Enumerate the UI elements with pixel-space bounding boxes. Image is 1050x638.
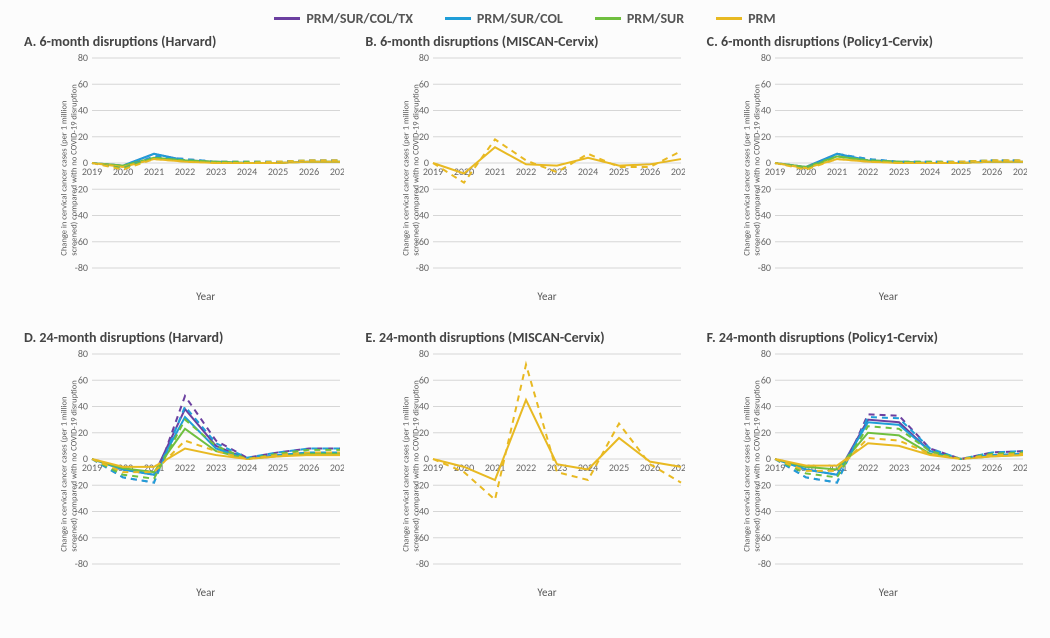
- legend-swatch: [595, 17, 621, 20]
- chart-wrap: Change in cervical cancer cases (per 1 m…: [62, 52, 349, 288]
- panel-title: F. 24-month disruptions (Policy1-Cervix): [707, 329, 1032, 346]
- legend-swatch: [274, 17, 300, 20]
- legend-label: PRM: [748, 10, 776, 27]
- panel-title: C. 6-month disruptions (Policy1-Cervix): [707, 33, 1032, 50]
- y-axis-label: Change in cervical cancer cases (per 1 m…: [397, 52, 425, 288]
- x-tick-label: 2024: [237, 461, 257, 474]
- x-tick-label: 2019: [423, 461, 443, 474]
- chart-svg: -80-60-40-200204060802019202020212022202…: [62, 52, 344, 288]
- x-tick-label: 2027: [1013, 165, 1027, 178]
- legend: PRM/SUR/COL/TX PRM/SUR/COL PRM/SUR PRM: [18, 10, 1032, 27]
- x-tick-label: 2023: [206, 165, 226, 178]
- x-tick-label: 2025: [268, 165, 288, 178]
- y-axis-label: Change in cervical cancer cases (per 1 m…: [56, 52, 84, 288]
- legend-item: PRM/SUR/COL/TX: [274, 10, 413, 27]
- legend-item: PRM/SUR: [595, 10, 684, 27]
- x-tick-label: 2027: [671, 165, 685, 178]
- y-axis-label: Change in cervical cancer cases (per 1 m…: [397, 348, 425, 584]
- x-tick-label: 2026: [299, 461, 319, 474]
- chart-wrap: Change in cervical cancer cases (per 1 m…: [745, 52, 1032, 288]
- x-axis-label: Year: [745, 290, 1032, 303]
- legend-swatch: [445, 17, 471, 20]
- chart-svg: -80-60-40-200204060802019202020212022202…: [745, 52, 1027, 288]
- x-axis-label: Year: [403, 290, 690, 303]
- panel-grid: A. 6-month disruptions (Harvard) Change i…: [18, 33, 1032, 611]
- legend-label: PRM/SUR/COL: [477, 10, 563, 27]
- legend-item: PRM/SUR/COL: [445, 10, 563, 27]
- x-tick-label: 2027: [671, 461, 685, 474]
- chart-wrap: Change in cervical cancer cases (per 1 m…: [62, 348, 349, 584]
- panel-E: E. 24-month disruptions (MISCAN-Cervix) C…: [359, 329, 690, 611]
- x-axis-label: Year: [403, 586, 690, 599]
- x-tick-label: 2023: [206, 461, 226, 474]
- x-tick-label: 2022: [516, 461, 536, 474]
- x-tick-label: 2026: [299, 165, 319, 178]
- x-tick-label: 2022: [175, 461, 195, 474]
- x-tick-label: 2024: [578, 165, 598, 178]
- x-tick-label: 2022: [858, 165, 878, 178]
- panel-title: B. 6-month disruptions (MISCAN-Cervix): [365, 33, 690, 50]
- x-tick-label: 2027: [1013, 461, 1027, 474]
- x-tick-label: 2023: [889, 165, 909, 178]
- x-tick-label: 2025: [951, 461, 971, 474]
- x-tick-label: 2024: [920, 461, 940, 474]
- x-tick-label: 2022: [175, 165, 195, 178]
- chart-svg: -80-60-40-200204060802019202020212022202…: [62, 348, 344, 584]
- panel-title: A. 6-month disruptions (Harvard): [24, 33, 349, 50]
- panel-C: C. 6-month disruptions (Policy1-Cervix) C…: [701, 33, 1032, 315]
- x-tick-label: 2027: [330, 461, 344, 474]
- panel-A: A. 6-month disruptions (Harvard) Change i…: [18, 33, 349, 315]
- x-tick-label: 2025: [609, 461, 629, 474]
- x-tick-label: 2027: [330, 165, 344, 178]
- x-tick-label: 2026: [982, 461, 1002, 474]
- x-tick-label: 2025: [268, 461, 288, 474]
- x-tick-label: 2019: [82, 461, 102, 474]
- x-tick-label: 2021: [485, 165, 505, 178]
- x-axis-label: Year: [62, 290, 349, 303]
- panel-title: D. 24-month disruptions (Harvard): [24, 329, 349, 346]
- legend-swatch: [716, 17, 742, 20]
- legend-label: PRM/SUR/COL/TX: [306, 10, 413, 27]
- x-tick-label: 2019: [82, 165, 102, 178]
- panel-F: F. 24-month disruptions (Policy1-Cervix)…: [701, 329, 1032, 611]
- page: PRM/SUR/COL/TX PRM/SUR/COL PRM/SUR PRM A. 6…: [0, 0, 1050, 638]
- chart-svg: -80-60-40-200204060802019202020212022202…: [745, 348, 1027, 584]
- x-tick-label: 2025: [951, 165, 971, 178]
- panel-B: B. 6-month disruptions (MISCAN-Cervix) Ch…: [359, 33, 690, 315]
- chart-wrap: Change in cervical cancer cases (per 1 m…: [403, 52, 690, 288]
- x-tick-label: 2022: [516, 165, 536, 178]
- x-tick-label: 2025: [609, 165, 629, 178]
- legend-item: PRM: [716, 10, 776, 27]
- series-line: [433, 365, 681, 500]
- x-axis-label: Year: [745, 586, 1032, 599]
- chart-wrap: Change in cervical cancer cases (per 1 m…: [403, 348, 690, 584]
- x-tick-label: 2026: [982, 165, 1002, 178]
- x-tick-label: 2024: [920, 165, 940, 178]
- x-tick-label: 2019: [765, 165, 785, 178]
- panel-D: D. 24-month disruptions (Harvard) Change …: [18, 329, 349, 611]
- x-tick-label: 2021: [144, 165, 164, 178]
- y-axis-label: Change in cervical cancer cases (per 1 m…: [739, 52, 767, 288]
- x-tick-label: 2019: [423, 165, 443, 178]
- x-tick-label: 2019: [765, 461, 785, 474]
- legend-label: PRM/SUR: [627, 10, 684, 27]
- x-tick-label: 2023: [889, 461, 909, 474]
- x-tick-label: 2024: [237, 165, 257, 178]
- panel-title: E. 24-month disruptions (MISCAN-Cervix): [365, 329, 690, 346]
- y-axis-label: Change in cervical cancer cases (per 1 m…: [56, 348, 84, 584]
- x-tick-label: 2021: [827, 165, 847, 178]
- x-axis-label: Year: [62, 586, 349, 599]
- chart-wrap: Change in cervical cancer cases (per 1 m…: [745, 348, 1032, 584]
- chart-svg: -80-60-40-200204060802019202020212022202…: [403, 52, 685, 288]
- chart-svg: -80-60-40-200204060802019202020212022202…: [403, 348, 685, 584]
- x-tick-label: 2022: [858, 461, 878, 474]
- y-axis-label: Change in cervical cancer cases (per 1 m…: [739, 348, 767, 584]
